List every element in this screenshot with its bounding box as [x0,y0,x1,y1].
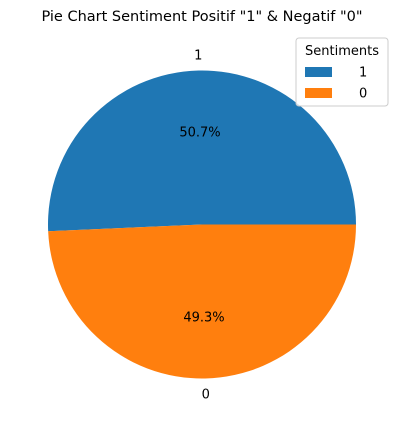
legend: Sentiments 10 [295,37,389,107]
pie-slices [48,70,357,379]
slice-label-1: 1 [194,49,202,64]
legend-title: Sentiments [305,44,379,59]
slice-label-0: 0 [202,387,210,402]
chart-title: Pie Chart Sentiment Positif "1" & Negati… [41,9,362,25]
pie-slice-1 [48,70,357,232]
legend-swatch-1 [305,67,332,77]
slice-percent-0: 49.3% [183,310,224,325]
slice-percent-1: 50.7% [179,126,220,141]
legend-label-1: 1 [359,66,367,81]
pie-labels: 1 50.7% 0 49.3% [179,49,224,403]
pie-slice-0 [48,224,357,379]
legend-label-0: 0 [359,87,367,102]
legend-entries: 10 [305,66,367,102]
legend-swatch-0 [305,88,332,98]
